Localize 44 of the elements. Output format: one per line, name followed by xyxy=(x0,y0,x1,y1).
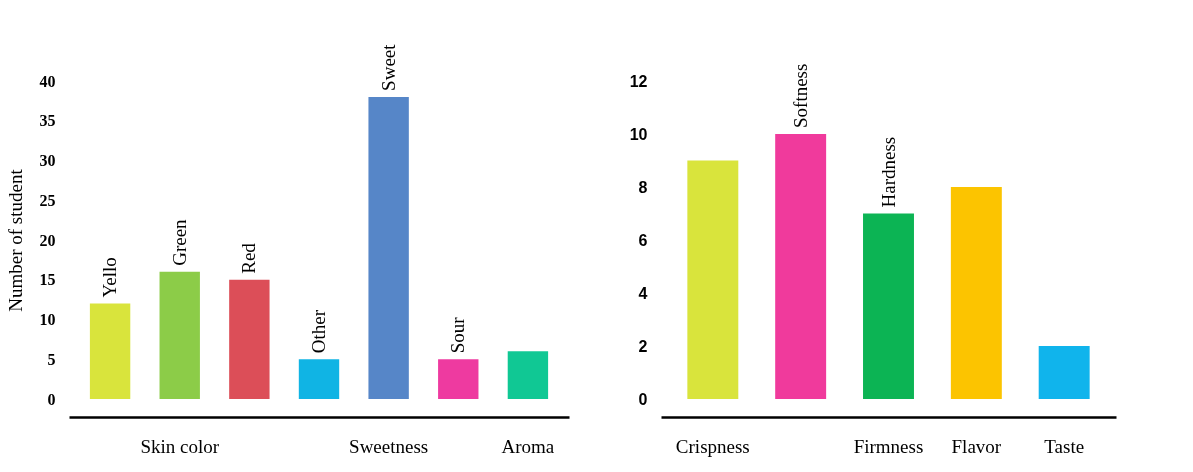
y-tick-label: 20 xyxy=(39,231,56,249)
bar xyxy=(229,279,270,399)
bar xyxy=(1038,346,1090,399)
data-label: Red xyxy=(238,242,260,274)
data-label: Green xyxy=(168,218,190,266)
y-tick-label: 10 xyxy=(39,311,56,328)
y-tick-label: 5 xyxy=(47,350,56,368)
x-tick-label: Aroma xyxy=(501,435,555,457)
bar xyxy=(507,351,549,399)
x-tick-label: Skin color xyxy=(140,435,220,457)
y-tick-label: 15 xyxy=(39,271,56,289)
y-tick-label: 4 xyxy=(638,284,648,302)
bar xyxy=(438,359,479,399)
data-label: Yello xyxy=(99,257,121,298)
y-tick-label: 35 xyxy=(39,112,56,130)
data-label: Softness xyxy=(789,63,811,128)
y-tick-label: 10 xyxy=(629,125,648,143)
x-tick-label: Crispness xyxy=(675,435,750,457)
bar xyxy=(775,134,827,399)
data-label: Sweet xyxy=(377,43,399,91)
bar xyxy=(159,271,200,399)
x-tick-label: Sweetness xyxy=(349,435,429,457)
y-tick-label: 30 xyxy=(39,152,56,169)
y-tick-label: 0 xyxy=(47,390,56,408)
y-tick-label: 0 xyxy=(638,390,648,408)
y-tick-label: 6 xyxy=(638,231,648,249)
x-tick-label: Taste xyxy=(1044,435,1085,457)
y-tick-label: 12 xyxy=(629,72,648,90)
x-tick-label: Flavor xyxy=(951,435,1002,457)
data-label: Hardness xyxy=(877,136,899,208)
bar xyxy=(298,359,340,399)
y-tick-label: 25 xyxy=(39,191,56,209)
bar xyxy=(368,96,409,399)
y-tick-label: 8 xyxy=(638,178,648,196)
bar xyxy=(89,303,131,399)
bar xyxy=(950,187,1002,399)
x-tick-label: Firmness xyxy=(853,435,924,457)
y-axis-title: Number of student xyxy=(4,168,26,312)
y-tick-label: 40 xyxy=(39,72,56,90)
bar xyxy=(863,213,914,399)
data-label: Other xyxy=(308,309,329,354)
bar xyxy=(687,160,739,399)
data-label: Sour xyxy=(447,316,469,354)
y-tick-label: 2 xyxy=(638,337,648,355)
